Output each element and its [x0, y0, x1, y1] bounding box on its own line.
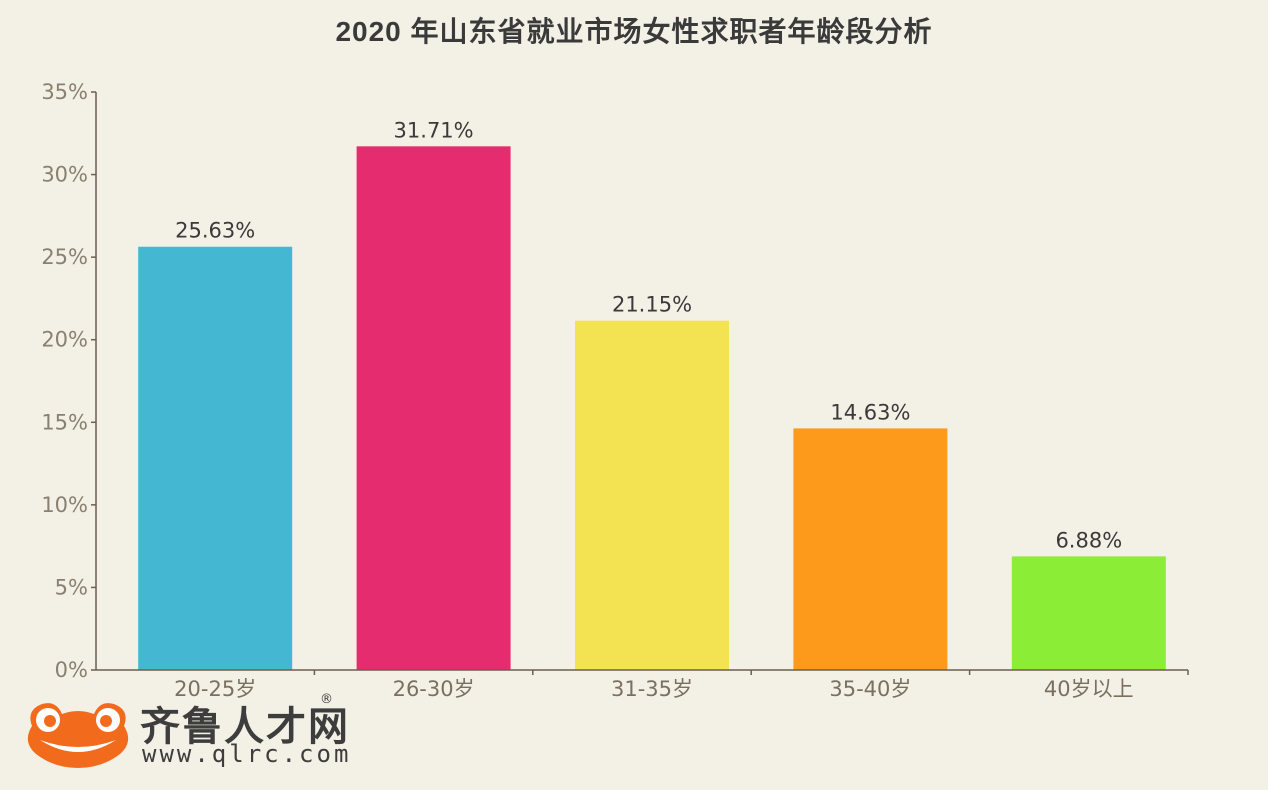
data-label-3: 21.15% [612, 293, 692, 317]
data-labels: 25.63% 31.71% 21.15% 14.63% 6.88% [175, 118, 1122, 552]
frog-logo-icon [27, 703, 129, 768]
x-tick-label-2: 26-30岁 [393, 677, 475, 701]
x-tick-label-1: 20-25岁 [174, 677, 256, 701]
y-tick-label: 15% [41, 410, 88, 434]
x-tick-label-5: 40岁以上 [1044, 677, 1134, 701]
y-tick-label: 25% [41, 245, 88, 269]
data-label-2: 31.71% [394, 118, 474, 142]
bar-1 [138, 246, 293, 670]
y-axis-ticks: 0% 5% 10% 15% 20% 25% 30% 35% [41, 80, 96, 682]
data-label-1: 25.63% [175, 219, 255, 243]
y-tick-label: 0% [55, 658, 88, 682]
data-label-4: 14.63% [830, 400, 910, 424]
bar-5 [1011, 556, 1166, 670]
y-tick-label: 20% [41, 328, 88, 352]
chart-title: 2020 年山东省就业市场女性求职者年龄段分析 [335, 16, 933, 47]
y-tick-label: 10% [41, 493, 88, 517]
y-tick-label: 30% [41, 163, 88, 187]
logo-text: 齐鲁人才网 [140, 704, 350, 750]
brand-logo: 齐鲁人才网 ® www.qlrc.com [22, 692, 402, 774]
bar-4 [793, 428, 948, 670]
data-label-5: 6.88% [1055, 528, 1122, 552]
x-axis-ticks: 20-25岁 26-30岁 31-35岁 35-40岁 40岁以上 [174, 670, 1189, 701]
x-tick-label-4: 35-40岁 [829, 677, 911, 701]
registered-mark: ® [320, 692, 333, 707]
bar-3 [575, 320, 729, 670]
y-tick-label: 35% [41, 80, 88, 104]
bars [138, 146, 1166, 670]
bar-2 [356, 146, 511, 670]
y-tick-label: 5% [55, 575, 88, 599]
x-tick-label-3: 31-35岁 [611, 677, 693, 701]
logo-url: www.qlrc.com [142, 740, 352, 768]
